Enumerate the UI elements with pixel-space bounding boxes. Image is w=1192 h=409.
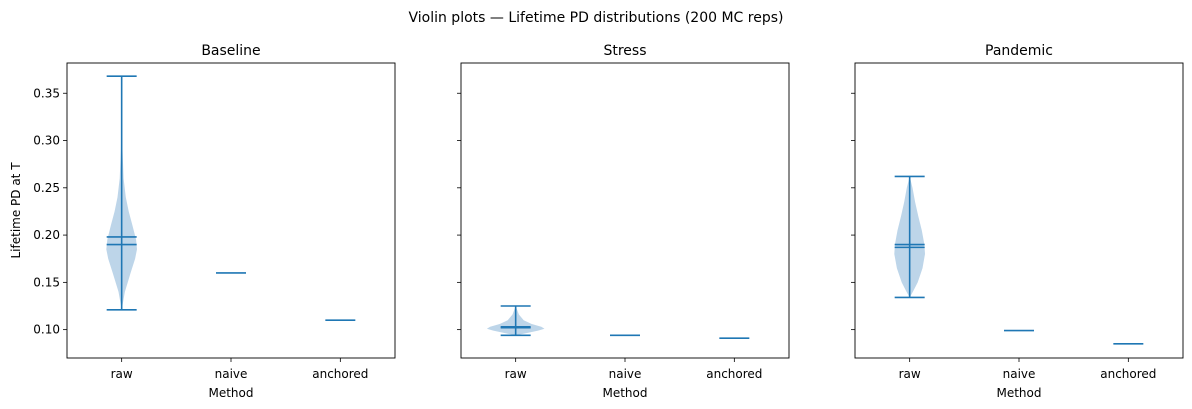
panel-title-baseline: Baseline: [201, 43, 260, 59]
panel-title-stress: Stress: [603, 43, 646, 59]
axes-frame-stress: [460, 62, 790, 359]
x-tick-label-pandemic-raw: raw: [899, 367, 921, 381]
x-tick-label-stress-raw: raw: [505, 367, 527, 381]
x-tick-label-baseline-naive: naive: [215, 367, 248, 381]
x-tick-label-pandemic-naive: naive: [1003, 367, 1036, 381]
panel-title-pandemic: Pandemic: [985, 43, 1053, 59]
y-tick-label-5: 0.35: [33, 86, 60, 100]
y-tick-label-0: 0.10: [33, 323, 60, 337]
y-tick-label-3: 0.25: [33, 181, 60, 195]
y-tick-label-2: 0.20: [33, 228, 60, 242]
x-axis-label-baseline: Method: [208, 386, 253, 400]
x-axis-label-stress: Method: [602, 386, 647, 400]
x-tick-label-pandemic-anchored: anchored: [1100, 367, 1156, 381]
y-tick-label-1: 0.15: [33, 275, 60, 289]
y-tick-label-4: 0.30: [33, 134, 60, 148]
figure-suptitle: Violin plots — Lifetime PD distributions…: [408, 10, 783, 26]
x-tick-label-stress-anchored: anchored: [706, 367, 762, 381]
x-axis-label-pandemic: Method: [996, 386, 1041, 400]
x-tick-label-baseline-raw: raw: [111, 367, 133, 381]
x-tick-label-baseline-anchored: anchored: [312, 367, 368, 381]
x-tick-label-stress-naive: naive: [609, 367, 642, 381]
y-axis-label: Lifetime PD at T: [9, 162, 23, 259]
